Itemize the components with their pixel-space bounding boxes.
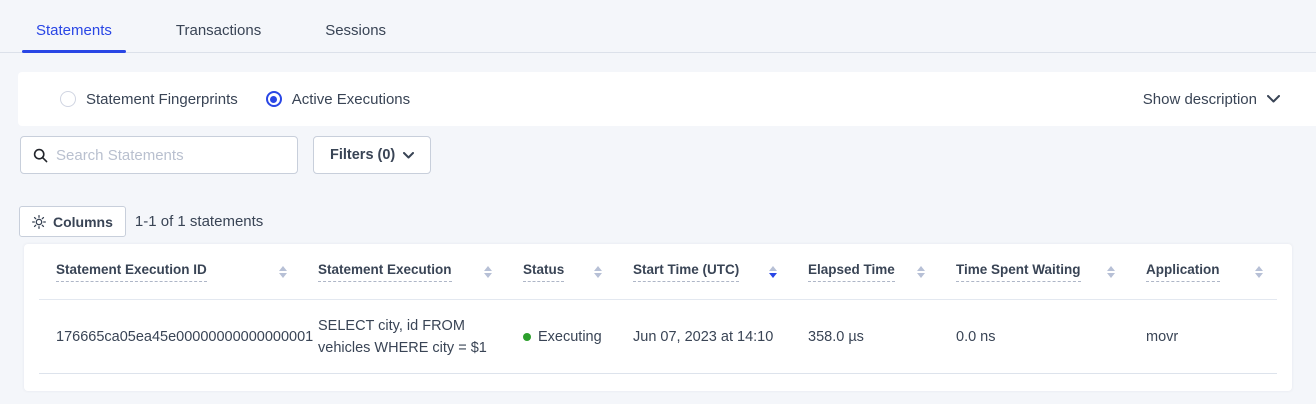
- show-description-label: Show description: [1142, 90, 1257, 108]
- sort-icon[interactable]: [484, 265, 492, 278]
- column-header-time-spent-waiting[interactable]: Time Spent Waiting: [939, 244, 1129, 299]
- cell-statement-execution[interactable]: SELECT city, id FROM vehicles WHERE city…: [318, 317, 487, 356]
- tab-transactions[interactable]: Transactions: [175, 22, 262, 39]
- table-row: 176665ca05ea45e00000000000000001 SELECT …: [39, 300, 1277, 374]
- sort-icon[interactable]: [594, 265, 602, 278]
- status-label: Executing: [538, 328, 602, 345]
- sort-icon[interactable]: [917, 265, 925, 278]
- column-header-label[interactable]: Statement Execution: [318, 262, 452, 282]
- cell-status: Executing: [506, 329, 616, 345]
- search-icon: [33, 148, 48, 163]
- columns-button-label: Columns: [53, 213, 113, 230]
- radio-statement-fingerprints[interactable]: Statement Fingerprints: [60, 91, 238, 108]
- executing-status-dot-icon: [523, 332, 531, 341]
- column-header-label[interactable]: Time Spent Waiting: [956, 262, 1081, 282]
- chevron-down-icon: [1267, 95, 1280, 103]
- cell-time-spent-waiting: 0.0 ns: [956, 328, 996, 345]
- column-header-application[interactable]: Application: [1129, 244, 1277, 299]
- sort-icon[interactable]: [279, 265, 287, 278]
- table-header-row: Statement Execution ID Statement Executi…: [39, 244, 1277, 300]
- columns-button[interactable]: Columns: [19, 206, 126, 237]
- active-executions-table: Statement Execution ID Statement Executi…: [24, 244, 1292, 391]
- cell-statement-execution-id: 176665ca05ea45e00000000000000001: [56, 328, 314, 345]
- sort-icon[interactable]: [769, 265, 777, 278]
- radio-label: Statement Fingerprints: [86, 90, 238, 108]
- results-count: 1-1 of 1 statements: [134, 213, 264, 230]
- view-toggle-card: Statement Fingerprints Active Executions…: [18, 72, 1316, 126]
- cell-elapsed-time: 358.0 µs: [808, 328, 864, 345]
- column-header-statement-execution-id[interactable]: Statement Execution ID: [39, 244, 301, 299]
- tab-statements[interactable]: Statements: [22, 14, 126, 53]
- search-input[interactable]: [56, 146, 287, 164]
- sort-icon[interactable]: [1107, 265, 1115, 278]
- radio-circle-icon[interactable]: [265, 91, 282, 107]
- show-description-toggle[interactable]: Show description: [1143, 91, 1280, 108]
- chevron-down-icon: [403, 151, 415, 159]
- column-header-label[interactable]: Start Time (UTC): [633, 262, 740, 282]
- search-row: Filters (0): [20, 136, 1316, 174]
- column-header-status[interactable]: Status: [506, 244, 616, 299]
- radio-circle-icon[interactable]: [60, 91, 76, 107]
- gear-icon: [32, 214, 46, 229]
- filters-label: Filters (0): [330, 147, 396, 163]
- sort-icon[interactable]: [1255, 265, 1263, 278]
- column-header-label[interactable]: Application: [1146, 262, 1220, 282]
- column-header-statement-execution[interactable]: Statement Execution: [301, 244, 506, 299]
- cell-application: movr: [1146, 328, 1179, 345]
- radio-label: Active Executions: [291, 90, 411, 108]
- column-header-label[interactable]: Elapsed Time: [808, 262, 895, 282]
- column-header-start-time[interactable]: Start Time (UTC): [616, 244, 791, 299]
- search-box[interactable]: [20, 136, 298, 174]
- fingerprint-view-tab-bar: Statements Transactions Sessions: [0, 0, 1316, 53]
- tab-sessions[interactable]: Sessions: [325, 22, 387, 39]
- column-header-label[interactable]: Status: [523, 262, 565, 282]
- radio-active-executions[interactable]: Active Executions: [265, 90, 411, 108]
- column-header-label[interactable]: Statement Execution ID: [56, 262, 207, 282]
- table-controls-row: Columns 1-1 of 1 statements: [19, 206, 1316, 237]
- cell-start-time: Jun 07, 2023 at 14:10: [633, 328, 774, 345]
- column-header-elapsed-time[interactable]: Elapsed Time: [791, 244, 939, 299]
- filters-button[interactable]: Filters (0): [313, 136, 432, 174]
